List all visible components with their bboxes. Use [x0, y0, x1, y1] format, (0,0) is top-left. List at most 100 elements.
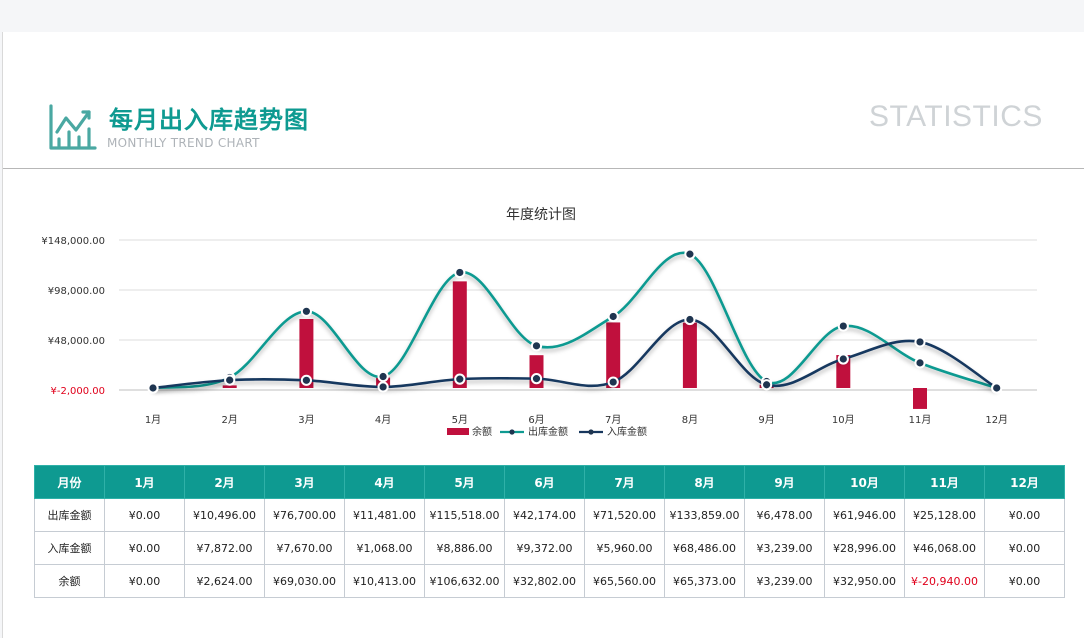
page-subtitle: MONTHLY TREND CHART: [107, 136, 260, 150]
table-cell: ¥133,859.00: [664, 498, 745, 532]
table-cell: ¥3,239.00: [744, 564, 825, 598]
x-tick-label: 3月: [298, 414, 314, 426]
statistics-label: STATISTICS: [869, 100, 1043, 133]
x-tick-label: 6月: [528, 414, 544, 426]
table-header-cell: 月份: [34, 465, 105, 499]
table-cell: ¥7,670.00: [264, 531, 345, 565]
table-cell: ¥68,486.00: [664, 531, 745, 565]
table-cell: ¥65,373.00: [664, 564, 745, 598]
table-cell: ¥3,239.00: [744, 531, 825, 565]
table-header-cell: 12月: [984, 465, 1065, 499]
top-bar: [0, 0, 1084, 32]
table-row-label: 余额: [34, 564, 105, 598]
table-cell: ¥71,520.00: [584, 498, 665, 532]
line-chart-icon: [49, 104, 97, 150]
data-point: [837, 320, 849, 332]
data-point: [684, 313, 696, 326]
legend-marker: [509, 429, 515, 435]
table-cell: ¥42,174.00: [504, 498, 585, 532]
x-tick-label: 8月: [682, 414, 698, 426]
page-title: 每月出入库趋势图: [109, 106, 309, 134]
data-point: [454, 373, 466, 385]
table-cell: ¥8,886.00: [424, 531, 505, 565]
x-tick-label: 9月: [758, 414, 774, 426]
x-tick-label: 5月: [452, 414, 468, 426]
data-point: [300, 374, 312, 386]
table-header-cell: 9月: [744, 465, 825, 499]
legend-swatch: [447, 428, 469, 435]
table-cell: ¥28,996.00: [824, 531, 905, 565]
report-sheet: 每月出入库趋势图 MONTHLY TREND CHART STATISTICS …: [2, 32, 1084, 638]
table-cell: ¥5,960.00: [584, 531, 665, 565]
table-cell: ¥65,560.00: [584, 564, 665, 598]
legend-label: 余额: [472, 425, 492, 438]
bar: [682, 322, 697, 388]
table-row: 出库金额 ¥0.00 ¥10,496.00 ¥76,700.00 ¥11,481.00 ¥…: [34, 498, 1065, 532]
bar: [222, 385, 237, 388]
data-table: 月份 1月 2月 3月 4月 5月 6月 7月 8月 9月 10月 11月 12月 出库金额 ¥0.00 ¥…: [34, 465, 1065, 598]
data-point: [454, 266, 466, 279]
data-point: [684, 248, 696, 260]
table-cell: ¥6,478.00: [744, 498, 825, 532]
bar: [452, 281, 467, 388]
table-cell: ¥0.00: [984, 498, 1065, 532]
table-row: 余额 ¥0.00 ¥2,624.00 ¥69,030.00 ¥10,413.00 ¥106…: [34, 564, 1065, 598]
data-point: [991, 382, 1003, 394]
table-row-label: 出库金额: [34, 498, 105, 532]
table-cell: ¥2,624.00: [184, 564, 265, 598]
table-cell: ¥1,068.00: [344, 531, 425, 565]
legend-label: 出库金额: [528, 425, 568, 438]
table-cell: ¥32,802.00: [504, 564, 585, 598]
x-tick-label: 4月: [375, 414, 391, 426]
y-tick-label: ¥98,000.00: [48, 286, 105, 297]
data-point: [224, 374, 236, 386]
table-header-cell: 10月: [824, 465, 905, 499]
table-row: 入库金额 ¥0.00 ¥7,872.00 ¥7,670.00 ¥1,068.00 ¥8,8…: [34, 531, 1065, 565]
table-header-cell: 8月: [664, 465, 745, 499]
table-cell: ¥0.00: [104, 498, 185, 532]
table-cell: ¥0.00: [984, 564, 1065, 598]
table-cell: ¥10,496.00: [184, 498, 265, 532]
data-point: [837, 353, 849, 365]
table-cell: ¥69,030.00: [264, 564, 345, 598]
header-divider: [3, 168, 1084, 169]
table-header-cell: 7月: [584, 465, 665, 499]
table-header-cell: 2月: [184, 465, 265, 499]
table-cell: ¥7,872.00: [184, 531, 265, 565]
table-cell: ¥0.00: [104, 531, 185, 565]
data-point: [300, 305, 312, 317]
table-cell: ¥46,068.00: [904, 531, 985, 565]
data-point: [607, 376, 619, 388]
data-point: [914, 357, 926, 369]
bar: [913, 388, 927, 409]
table-cell: ¥106,632.00: [424, 564, 505, 598]
data-point: [607, 310, 619, 323]
table-header-cell: 6月: [504, 465, 585, 499]
data-point: [377, 381, 389, 393]
series-line: [152, 251, 998, 390]
table-cell: ¥-20,940.00: [904, 564, 985, 598]
x-tick-label: 11月: [909, 414, 932, 426]
chart-title: 年度统计图: [506, 207, 576, 223]
table-header-cell: 1月: [104, 465, 185, 499]
data-point: [914, 336, 926, 348]
table-cell: ¥10,413.00: [344, 564, 425, 598]
table-cell: ¥32,950.00: [824, 564, 905, 598]
y-tick-label: ¥148,000.00: [41, 236, 105, 247]
y-tick-label: ¥48,000.00: [48, 336, 105, 347]
data-point: [147, 382, 159, 394]
table-header-cell: 3月: [264, 465, 345, 499]
table-cell: ¥0.00: [984, 531, 1065, 565]
table-cell: ¥9,372.00: [504, 531, 585, 565]
table-cell: ¥11,481.00: [344, 498, 425, 532]
data-point: [377, 370, 389, 383]
table-cell: ¥76,700.00: [264, 498, 345, 532]
table-row-label: 入库金额: [34, 531, 105, 565]
series-line: [152, 318, 998, 390]
x-tick-label: 2月: [222, 414, 238, 426]
data-point: [761, 379, 773, 391]
table-cell: ¥115,518.00: [424, 498, 505, 532]
x-tick-label: 7月: [605, 414, 621, 426]
bar: [606, 322, 621, 388]
y-tick-label: ¥-2,000.00: [50, 386, 105, 397]
